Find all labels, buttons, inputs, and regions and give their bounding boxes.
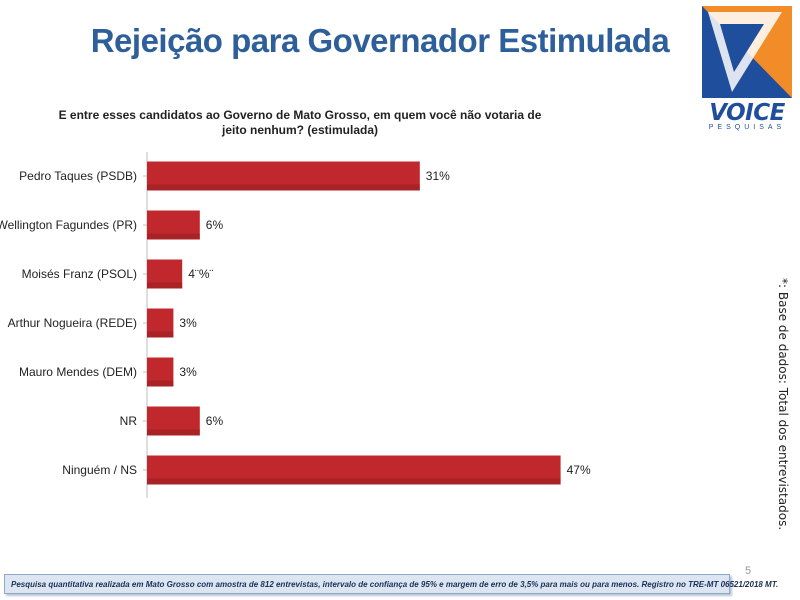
voice-logo-icon <box>702 6 792 98</box>
chart-question: E entre esses candidatos ao Governo de M… <box>58 108 542 137</box>
data-label: 3% <box>179 365 197 379</box>
bar <box>147 259 183 289</box>
bar <box>147 357 174 387</box>
category-label: Moisés Franz (PSOL) <box>22 267 137 281</box>
survey-footer: Pesquisa quantitativa realizada em Mato … <box>4 574 778 594</box>
bar-shading <box>147 331 174 338</box>
data-label: 6% <box>206 414 224 428</box>
bar <box>147 455 561 485</box>
logo-subtext: PESQUISAS <box>708 124 786 131</box>
category-label: Pedro Taques (PSDB) <box>19 169 137 183</box>
category-label: Wellington Fagundes (PR) <box>0 218 137 232</box>
bar-shading <box>147 282 183 289</box>
data-label: 47% <box>567 463 591 477</box>
category-label: Ninguém / NS <box>62 463 137 477</box>
bar-shading <box>147 380 174 387</box>
category-label: Arthur Nogueira (REDE) <box>8 316 137 330</box>
bar-shading <box>147 429 200 436</box>
slide-title: Rejeição para Governador Estimulada <box>90 22 670 59</box>
bar-chart: Pedro Taques (PSDB) 31% Wellington Fagunde… <box>0 152 591 498</box>
bar <box>147 210 200 240</box>
data-label: 31% <box>426 169 450 183</box>
data-label: 6% <box>206 218 224 232</box>
page-number: 5 <box>745 565 752 577</box>
bar-shading <box>147 478 561 485</box>
data-label: 3% <box>179 316 197 330</box>
logo-text: VOICE <box>709 100 785 126</box>
bar <box>147 161 420 191</box>
data-label: 4¨%¨ <box>188 267 213 281</box>
category-label: NR <box>120 414 138 428</box>
category-label: Mauro Mendes (DEM) <box>19 365 137 379</box>
bar <box>147 308 174 338</box>
bar-shading <box>147 184 420 191</box>
bar <box>147 406 200 436</box>
bar-shading <box>147 233 200 240</box>
base-note: *: Base de dados: Total dos entrevistado… <box>776 278 790 531</box>
